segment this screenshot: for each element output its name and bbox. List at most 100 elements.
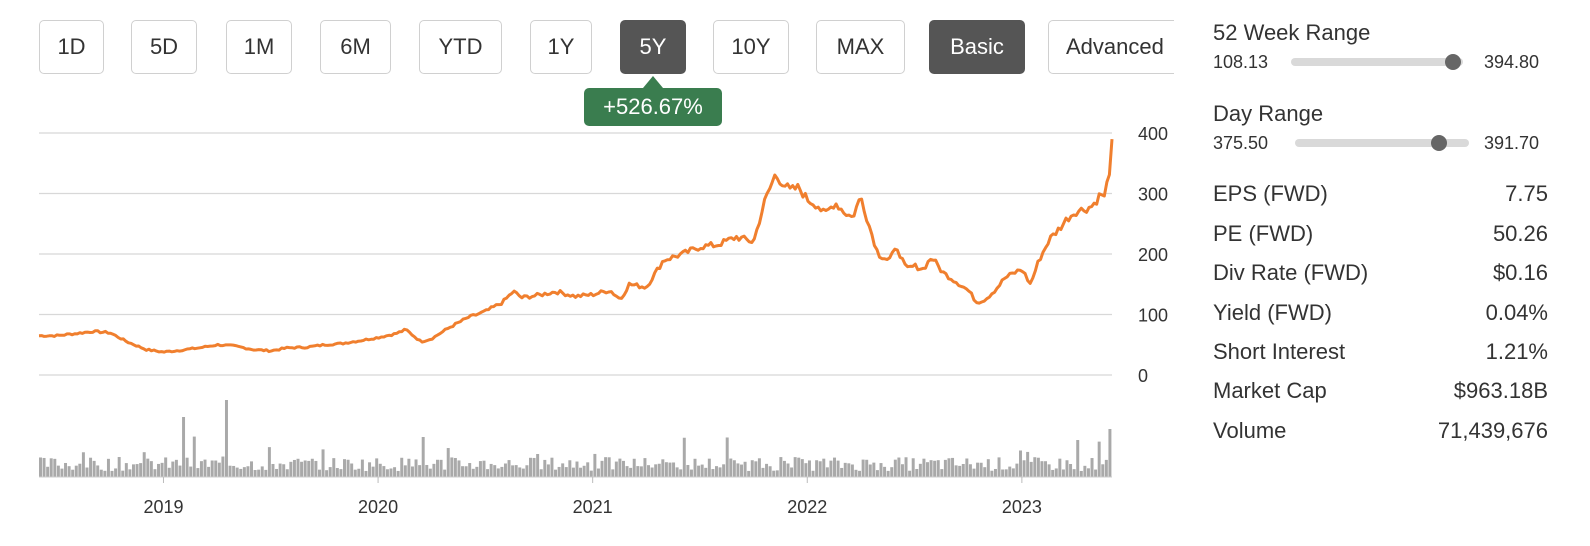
volume-bar (782, 460, 786, 477)
range-button-max[interactable]: MAX (816, 20, 905, 74)
volume-bar (911, 458, 915, 477)
volume-bar (604, 457, 608, 477)
volume-bar (278, 463, 282, 477)
week52-low: 108.13 (1213, 52, 1269, 72)
volume-bar (453, 457, 457, 477)
price-series-line (38, 138, 1114, 354)
volume-bar (360, 459, 364, 477)
range-button-ytd[interactable]: YTD (419, 20, 502, 74)
range-button-6m[interactable]: 6M (320, 20, 391, 74)
volume-bar (997, 457, 1001, 477)
volume-bar (915, 468, 919, 477)
volume-bar (461, 466, 465, 477)
volume-bar (740, 464, 744, 477)
range-button-1y[interactable]: 1Y (530, 20, 592, 74)
volume-bar (67, 466, 71, 477)
volume-bar (1065, 460, 1069, 477)
volume-bar (393, 467, 397, 477)
volume-bar (958, 465, 962, 477)
volume-bar (672, 462, 676, 477)
volume-bar (847, 463, 851, 477)
volume-bar (600, 460, 604, 477)
volume-bar (482, 460, 486, 477)
volume-bar (647, 465, 651, 477)
range-button-5d[interactable]: 5D (131, 20, 197, 74)
volume-bar (246, 466, 250, 477)
volume-bar (378, 463, 382, 477)
volume-bar (704, 467, 708, 477)
volume-bar (1011, 468, 1015, 477)
volume-bar (178, 465, 182, 477)
volume-bar (858, 470, 862, 477)
volume-bar (74, 465, 78, 477)
volume-bar (343, 459, 346, 477)
volume-bar (697, 465, 701, 477)
volume-bar (389, 468, 393, 477)
volume-bar (1001, 469, 1005, 477)
volume-bar (918, 463, 922, 477)
volume-bar (478, 461, 482, 477)
volume-bar (872, 462, 876, 477)
volume-bar (1104, 459, 1108, 477)
volume-bar (1019, 450, 1022, 477)
volume-bar (96, 465, 100, 477)
price-chart[interactable]: 400 300 200 100 0 2019 2020 2021 2022 2023 (0, 100, 1180, 530)
stat-value: 0.04% (1485, 300, 1548, 325)
volume-bar (371, 466, 375, 477)
volume-bar (271, 463, 275, 477)
volume-bar (185, 457, 189, 477)
volume-bar (643, 458, 647, 477)
volume-bar (114, 468, 118, 477)
volume-bar (629, 467, 633, 477)
volume-bar (1029, 461, 1033, 477)
day-range-title: Day Range (1213, 101, 1324, 126)
volume-bar (822, 458, 826, 477)
volume-bar (1026, 451, 1030, 477)
volume-bar (396, 470, 400, 477)
range-button-5y[interactable]: 5Y (620, 20, 686, 74)
volume-bar (486, 469, 490, 477)
volume-bar (593, 453, 597, 477)
volume-bar (922, 458, 926, 477)
volume-bar (811, 470, 815, 477)
volume-bar (511, 465, 515, 477)
volume-bar (346, 459, 350, 477)
volume-bar (1061, 469, 1065, 477)
volume-bar (972, 468, 976, 477)
mode-button-basic[interactable]: Basic (929, 20, 1025, 74)
volume-bar (296, 458, 300, 477)
range-button-10y[interactable]: 10Y (713, 20, 789, 74)
volume-bar (797, 457, 801, 477)
stat-value: 7.75 (1505, 181, 1548, 206)
volume-bar (157, 463, 161, 477)
volume-bar (571, 467, 575, 477)
volume-bar (993, 468, 997, 477)
volume-bar (106, 458, 110, 477)
volume-bar (192, 436, 196, 477)
volume-bar (965, 458, 969, 477)
volume-bar (56, 465, 60, 477)
volume-bar (714, 466, 718, 477)
range-button-1m[interactable]: 1M (226, 20, 292, 74)
volume-bar (207, 466, 211, 477)
volume-bar (403, 465, 407, 477)
stat-label: EPS (FWD) (1213, 181, 1328, 206)
volume-bar (364, 470, 368, 477)
week52-range-track (1291, 58, 1463, 66)
volume-bar (700, 464, 704, 477)
volume-bar (489, 463, 493, 477)
volume-bar (1094, 469, 1098, 477)
volume-bar (679, 469, 683, 477)
volume-bar (103, 470, 107, 477)
mode-button-advanced[interactable]: Advanced (1048, 20, 1174, 74)
volume-bar (829, 460, 833, 477)
volume-bar (790, 467, 794, 477)
volume-bar (457, 460, 461, 477)
volume-bar (815, 460, 819, 477)
volume-bar (464, 466, 468, 477)
volume-bar (307, 460, 311, 477)
volume-bar (332, 458, 336, 477)
range-button-1d[interactable]: 1D (39, 20, 104, 74)
volume-bar (614, 461, 618, 477)
volume-bar (317, 469, 321, 477)
